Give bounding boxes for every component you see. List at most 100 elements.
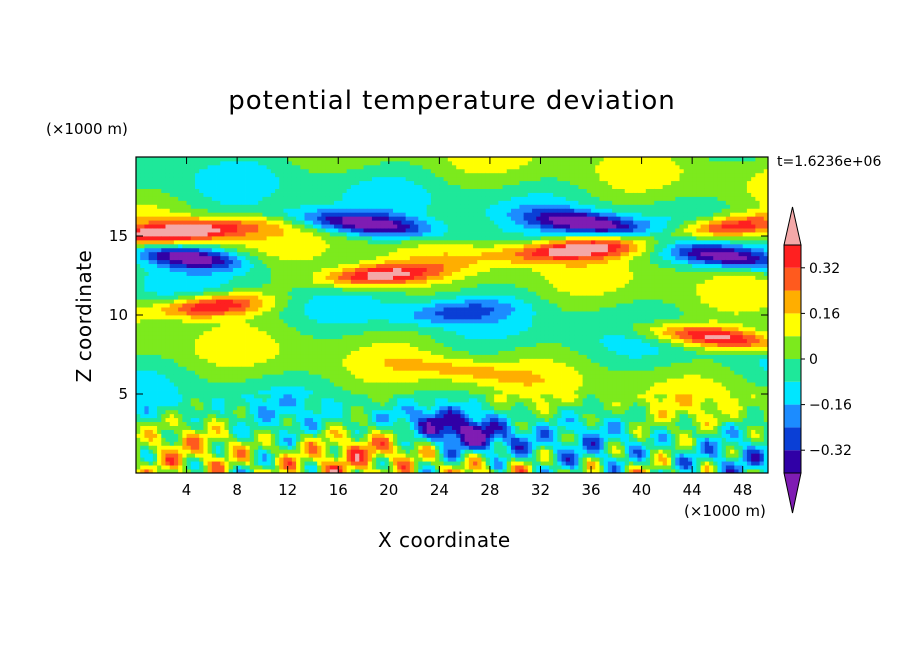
field-cell: [178, 291, 183, 296]
field-cell: [161, 236, 166, 241]
field-cell: [308, 232, 314, 237]
field-cell: [300, 318, 305, 324]
field-cell: [199, 283, 204, 288]
field-cell: [287, 354, 293, 359]
field-cell: [228, 382, 234, 387]
field-cell: [258, 366, 263, 371]
field-cell: [384, 374, 390, 379]
field-cell: [245, 330, 251, 336]
field-cell: [355, 295, 360, 300]
field-cell: [380, 405, 385, 411]
field-cell: [148, 433, 154, 438]
field-cell: [393, 172, 398, 178]
field-cell: [136, 259, 141, 265]
field-cell: [182, 279, 187, 284]
field-cell: [194, 160, 200, 166]
field-cell: [359, 216, 364, 221]
field-cell: [199, 401, 204, 407]
field-cell: [355, 224, 360, 229]
field-cell: [157, 358, 162, 363]
field-cell: [178, 465, 183, 470]
field-cell: [266, 267, 272, 272]
field-cell: [165, 160, 171, 166]
field-cell: [203, 318, 209, 324]
field-cell: [388, 259, 394, 265]
field-cell: [249, 263, 255, 268]
field-cell: [346, 342, 352, 347]
field-cell: [241, 366, 246, 371]
field-cell: [329, 413, 335, 419]
field-cell: [228, 307, 234, 312]
field-cell: [329, 224, 335, 229]
field-cell: [329, 322, 335, 328]
field-cell: [211, 397, 217, 403]
field-cell: [329, 338, 335, 344]
field-cell: [173, 326, 179, 332]
field-cell: [216, 243, 221, 249]
field-cell: [203, 267, 209, 272]
field-cell: [384, 228, 390, 233]
field-cell: [199, 247, 204, 253]
field-cell: [253, 232, 259, 237]
field-cell: [245, 232, 251, 237]
field-cell: [169, 220, 175, 225]
field-cell: [355, 192, 360, 197]
field-cell: [161, 453, 166, 458]
field-cell: [325, 315, 331, 320]
field-cell: [283, 188, 289, 193]
field-cell: [262, 366, 268, 371]
field-cell: [275, 465, 280, 470]
field-cell: [342, 453, 348, 458]
field-cell: [241, 220, 246, 225]
field-cell: [317, 445, 322, 450]
field-cell: [253, 318, 259, 324]
field-cell: [388, 180, 394, 186]
field-cell: [359, 236, 364, 241]
field-cell: [384, 362, 390, 367]
field-cell: [237, 184, 242, 189]
field-cell: [376, 267, 381, 272]
field-cell: [173, 453, 179, 458]
field-cell: [397, 382, 402, 387]
field-cell: [291, 311, 297, 316]
field-cell: [384, 457, 390, 462]
field-cell: [300, 461, 305, 466]
field-cell: [291, 397, 297, 403]
field-cell: [308, 180, 314, 186]
field-cell: [329, 168, 335, 174]
field-cell: [291, 401, 297, 407]
field-cell: [199, 461, 204, 466]
field-cell: [152, 157, 158, 162]
field-cell: [350, 160, 356, 166]
field-cell: [287, 236, 293, 241]
field-cell: [279, 429, 284, 434]
field-cell: [216, 160, 221, 166]
field-cell: [232, 204, 238, 209]
field-cell: [384, 232, 390, 237]
field-cell: [308, 204, 314, 209]
field-cell: [203, 429, 209, 434]
field-cell: [325, 157, 331, 162]
field-cell: [329, 330, 335, 336]
field-cell: [258, 445, 263, 450]
field-cell: [258, 322, 263, 328]
field-cell: [157, 267, 162, 272]
field-cell: [173, 354, 179, 359]
field-cell: [376, 461, 381, 466]
field-cell: [388, 342, 394, 347]
field-cell: [203, 441, 209, 446]
field-cell: [216, 322, 221, 328]
field-cell: [266, 421, 272, 426]
field-cell: [312, 425, 318, 430]
field-cell: [334, 303, 339, 308]
field-cell: [338, 469, 343, 474]
field-cell: [190, 172, 196, 178]
field-cell: [321, 386, 326, 391]
field-cell: [258, 164, 263, 170]
field-cell: [199, 315, 204, 320]
field-cell: [178, 208, 183, 213]
field-cell: [266, 212, 272, 217]
field-cell: [232, 334, 238, 340]
field-cell: [245, 275, 251, 280]
field-cell: [367, 366, 373, 371]
